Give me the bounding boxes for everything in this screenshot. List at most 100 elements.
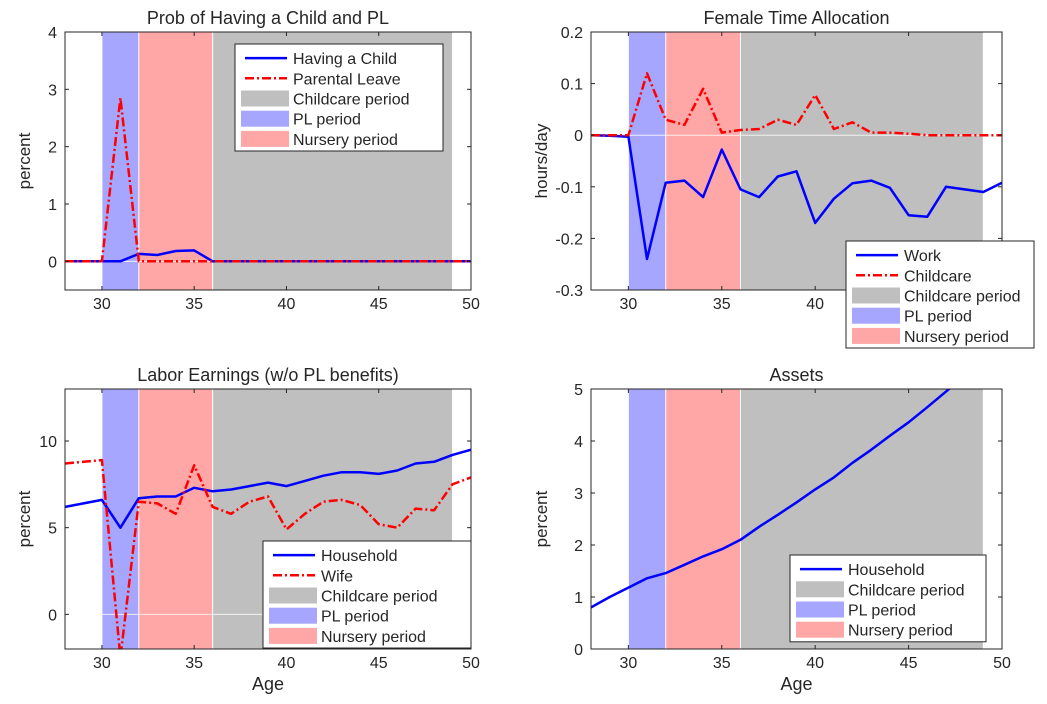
y-tick-label: 2: [574, 538, 583, 555]
shaded-region: [101, 389, 139, 649]
legend-swatch-patch: [852, 327, 900, 344]
x-tick-label: 30: [93, 655, 111, 672]
x-tick-label: 40: [806, 655, 824, 672]
series-line: [65, 96, 471, 263]
legend: Household Childcare period PL period Nurser…: [789, 554, 987, 643]
legend-label: PL period: [293, 112, 361, 129]
y-tick-label: -0.2: [555, 231, 583, 248]
x-tick-label: 35: [185, 296, 203, 313]
x-tick-label: 30: [93, 296, 111, 313]
x-tick-label: 50: [462, 655, 480, 672]
y-axis-label: percent: [532, 490, 551, 547]
chart-panel-4: 30 35 40 45 50012345AssetspercentAgeHousehol…: [532, 365, 1011, 694]
y-tick-label: -0.3: [555, 283, 583, 300]
shaded-region: [665, 389, 741, 649]
y-tick-label: 0: [48, 607, 57, 624]
legend-label: Childcare period: [321, 589, 438, 606]
plot-content: [591, 389, 984, 649]
chart-panel-1: 30 35 40 45 50 0 1 2 3 4 Prob of Having a Child an…: [15, 8, 480, 313]
legend-label: Nursery period: [321, 629, 426, 646]
x-tick-label: 40: [278, 296, 296, 313]
legend-swatch-patch: [241, 110, 289, 127]
y-tick-label: 5: [48, 521, 57, 538]
legend-label: Childcare: [904, 268, 972, 285]
legend-label: Nursery period: [848, 623, 953, 640]
shaded-region: [138, 32, 213, 290]
chart-panel-3: 30 35 40 45 50 0 5 10 Labor Earnings (w/o PL ben…: [15, 365, 480, 694]
legend-swatch-patch: [796, 581, 844, 598]
legend-label: Childcare period: [848, 582, 965, 599]
legend-swatch-patch: [241, 130, 289, 147]
y-tick-label: 1: [574, 590, 583, 607]
legend-label: Household: [848, 562, 925, 579]
x-tick-label: 45: [370, 655, 388, 672]
y-tick-label: 10: [39, 434, 57, 451]
x-tick-label: 35: [713, 296, 731, 313]
legend-swatch-patch: [269, 627, 317, 644]
axes-box: [590, 31, 1003, 291]
x-tick-label: 45: [370, 296, 388, 313]
shaded-region: [138, 389, 213, 649]
y-tick-label: 1: [48, 197, 57, 214]
y-tick-label: 0: [48, 254, 57, 271]
x-tick-label: 50: [993, 655, 1011, 672]
legend-swatch-patch: [852, 307, 900, 324]
y-axis-label: hours/day: [532, 123, 551, 198]
shaded-region: [101, 32, 139, 290]
shaded-region: [628, 389, 666, 649]
chart-title: Female Time Allocation: [703, 8, 889, 28]
x-tick-label: 30: [619, 296, 637, 313]
legend-label: PL period: [321, 609, 389, 626]
legend: Household Wife Childcare period PL period Nu…: [262, 540, 472, 649]
y-tick-label: 0: [574, 642, 583, 659]
legend: Work Childcare Childcare period PL period Nu…: [845, 240, 1035, 349]
chart-title: Assets: [769, 365, 823, 385]
x-axis-label: Age: [780, 674, 812, 694]
legend-label: Nursery period: [904, 329, 1009, 346]
legend-label: Childcare period: [293, 92, 410, 109]
legend-swatch-patch: [269, 607, 317, 624]
y-tick-label: 4: [574, 434, 583, 451]
y-tick-label: 0: [574, 128, 583, 145]
legend-swatch-patch: [796, 601, 844, 618]
series-line: [591, 389, 952, 609]
y-axis-label: percent: [15, 490, 34, 547]
legend-label: Work: [904, 248, 942, 265]
y-tick-label: 3: [48, 82, 57, 99]
legend-swatch-patch: [796, 621, 844, 638]
legend-swatch-patch: [241, 90, 289, 107]
x-tick-label: 50: [462, 296, 480, 313]
legend: Having a Child Parental Leave Childcare pe…: [234, 43, 444, 152]
legend-label: PL period: [848, 603, 916, 620]
series-line: [591, 133, 1002, 261]
y-tick-label: 0.2: [561, 25, 583, 42]
legend-label: Parental Leave: [293, 71, 401, 88]
legend-label: Childcare period: [904, 289, 1021, 306]
axes-box: [64, 388, 472, 650]
x-tick-label: 40: [278, 655, 296, 672]
x-tick-label: 35: [713, 655, 731, 672]
legend-label: Household: [321, 548, 398, 565]
x-tick-label: 45: [900, 655, 918, 672]
shaded-region: [665, 32, 741, 290]
x-tick-label: 40: [806, 296, 824, 313]
series-line: [65, 448, 471, 529]
x-axis-label: Age: [252, 674, 284, 694]
x-tick-label: 35: [185, 655, 203, 672]
y-tick-label: 0.1: [561, 77, 583, 94]
legend-label: Wife: [321, 568, 353, 585]
legend-swatch-patch: [269, 587, 317, 604]
chart-title: Prob of Having a Child and PL: [147, 8, 389, 28]
legend-swatch-patch: [852, 287, 900, 304]
x-tick-label: 30: [619, 655, 637, 672]
y-axis-label: percent: [15, 132, 34, 189]
legend-label: PL period: [904, 309, 972, 326]
y-tick-label: 3: [574, 486, 583, 503]
y-tick-label: 5: [574, 382, 583, 399]
y-tick-label: 4: [48, 25, 57, 42]
legend-label: Having a Child: [293, 51, 397, 68]
y-tick-label: 2: [48, 140, 57, 157]
legend-label: Nursery period: [293, 132, 398, 149]
